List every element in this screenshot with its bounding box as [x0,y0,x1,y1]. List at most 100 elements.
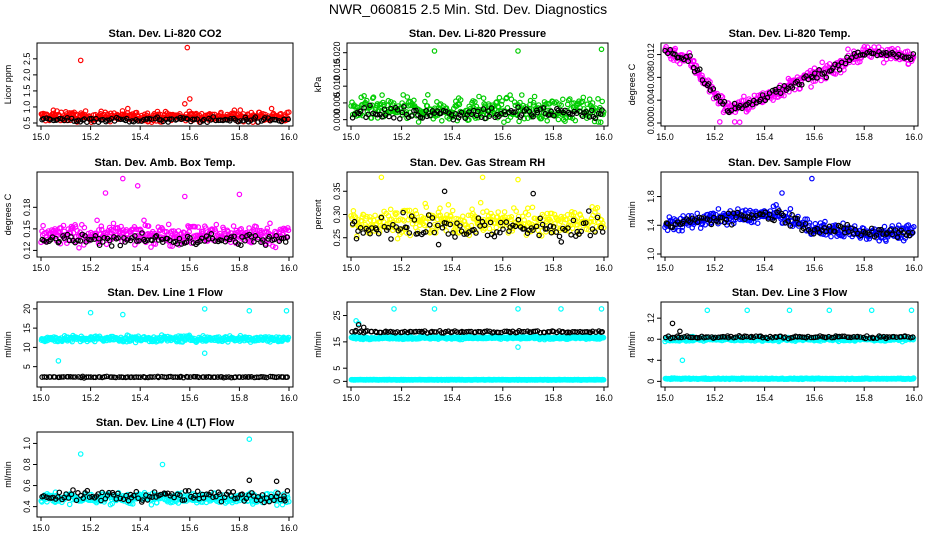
primary-point [675,227,682,234]
primary-point [884,46,891,53]
primary-point [845,46,851,53]
secondary-point [281,116,288,123]
primary-point [741,93,747,100]
secondary-point [149,237,155,244]
primary-point [246,225,252,231]
secondary-point [580,220,587,227]
secondary-point [675,54,682,61]
secondary-point [424,113,430,120]
primary-point [98,226,105,233]
secondary-point [764,94,771,101]
secondary-point [360,230,367,236]
secondary-point [664,220,671,227]
y-axis-label: kPa [313,77,323,93]
primary-outlier-point [679,357,686,364]
secondary-point [586,114,593,120]
secondary-point [550,224,557,230]
primary-outlier-point [736,119,743,126]
secondary-point [588,107,595,114]
primary-point [110,220,117,227]
secondary-point [77,238,84,244]
primary-outlier-point [598,306,605,312]
secondary-point [75,237,81,244]
y-tick-label: 0.004 [646,89,656,112]
secondary-point [397,226,404,232]
primary-point [472,99,478,105]
secondary-point [704,216,711,222]
y-tick-label: 0.15 [22,220,32,238]
primary-point [403,230,410,236]
secondary-point [732,105,739,112]
secondary-point [515,104,521,111]
primary-point [513,208,520,215]
y-tick-label: 0.008 [646,66,656,89]
secondary-point [565,225,571,231]
y-tick-label: 0.000 [646,112,656,135]
y-tick-label: 0.005 [332,92,342,115]
x-tick-label: 15.6 [181,132,199,142]
secondary-point [88,237,94,243]
x-tick-label: 15.4 [131,132,149,142]
primary-point [521,217,528,223]
x-tick-label: 15.2 [393,263,411,273]
y-tick-label: 8 [646,337,656,342]
secondary-point [890,51,897,58]
primary-outlier-point [704,307,711,314]
primary-point [40,222,46,229]
secondary-point [781,83,788,89]
y-tick-label: 1.4 [646,219,656,232]
secondary-point [261,115,268,121]
secondary-point [136,238,142,244]
primary-point [580,94,587,101]
y-tick-label: 0.020 [332,41,342,64]
secondary-point [386,113,392,120]
secondary-point [669,224,676,231]
primary-point [270,243,276,250]
x-tick-label: 16.0 [280,263,298,273]
y-axis-label: degrees C [627,63,637,105]
primary-point [508,96,515,103]
secondary-point [567,111,573,117]
primary-point [407,232,414,239]
secondary-point [873,232,880,239]
x-tick-label: 16.0 [595,263,613,273]
secondary-point [832,61,838,68]
primary-point [819,59,826,66]
secondary-point [115,235,121,241]
x-tick-label: 15.8 [231,132,249,142]
secondary-point [101,235,108,241]
primary-point [547,218,554,224]
secondary-point [92,233,99,239]
secondary-point [866,231,873,238]
primary-outlier-point [786,307,793,314]
secondary-point [868,225,875,232]
y-tick-label: 12 [646,313,656,323]
secondary-point [440,107,447,114]
primary-point [499,98,505,104]
secondary-point [381,106,388,113]
primary-outlier-point [50,107,57,114]
primary-point [448,213,454,220]
panel-title: Stan. Dev. Li-820 Pressure [409,28,546,40]
secondary-point [800,225,807,232]
primary-outlier-point [431,306,438,312]
primary-point [544,118,551,124]
secondary-point [385,224,392,231]
y-tick-label: 1.5 [22,85,32,98]
secondary-point [54,117,61,123]
x-tick-label: 15.6 [806,132,824,142]
secondary-point [167,116,173,123]
primary-point [822,218,828,225]
primary-outlier-point [515,48,521,54]
primary-point [192,224,198,230]
secondary-point [892,227,899,233]
x-tick-label: 15.0 [32,132,50,142]
primary-point [781,92,787,99]
primary-point [486,225,493,232]
secondary-point [481,222,488,229]
primary-point [592,209,598,215]
primary-point [237,107,244,113]
secondary-point [284,234,291,241]
